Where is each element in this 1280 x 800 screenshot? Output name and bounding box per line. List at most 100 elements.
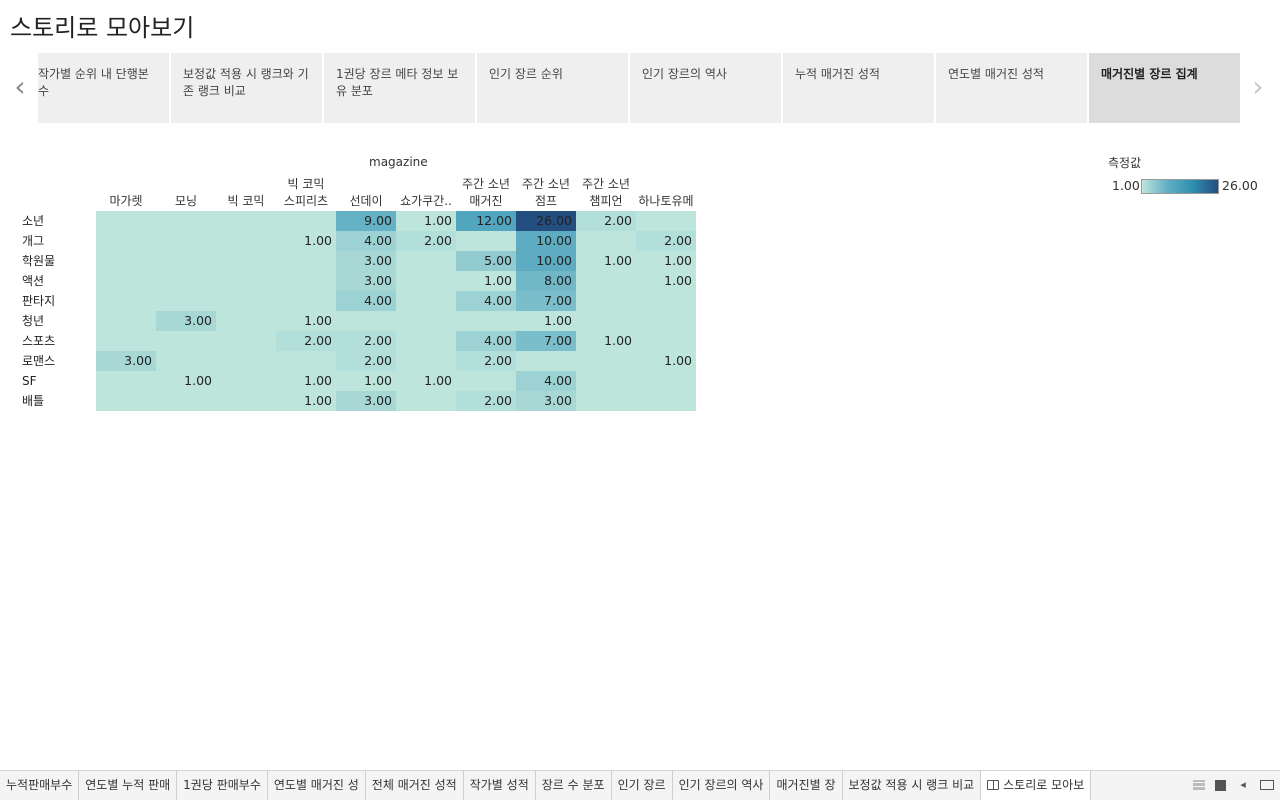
sheet-tab[interactable]: 장르 수 분포	[536, 771, 612, 800]
sheet-tab-label: 전체 매거진 성적	[371, 778, 457, 792]
heatmap-cell[interactable]: 1.00	[576, 331, 636, 351]
story-point-4[interactable]: 인기 장르 순위	[477, 53, 628, 123]
heatmap-cell[interactable]: 2.00	[456, 351, 516, 371]
sheet-tab[interactable]: 보정값 적용 시 랭크 비교	[843, 771, 982, 800]
row-header[interactable]: 소년	[22, 214, 45, 228]
row-header[interactable]: 청년	[22, 314, 45, 328]
row-header[interactable]: 개그	[22, 234, 45, 248]
heatmap-cell[interactable]: 1.00	[276, 311, 336, 331]
heatmap-cell[interactable]: 4.00	[336, 231, 396, 251]
sheet-tab-label: 1권당 판매부수	[183, 778, 261, 792]
story-point-5[interactable]: 인기 장르의 역사	[630, 53, 781, 123]
heatmap-cell[interactable]: 3.00	[156, 311, 216, 331]
story-point-8[interactable]: 매거진별 장르 집계	[1089, 53, 1240, 123]
row-header[interactable]: 판타지	[22, 294, 56, 308]
heatmap-cell[interactable]: 3.00	[336, 271, 396, 291]
column-header[interactable]: 하나토유메	[638, 194, 694, 208]
story-title: 스토리로 모아보기	[10, 14, 195, 42]
heatmap-cell[interactable]: 5.00	[456, 251, 516, 271]
sheet-tab[interactable]: 연도별 누적 판매	[79, 771, 178, 800]
heatmap-cell[interactable]: 3.00	[336, 391, 396, 411]
heatmap-cell[interactable]: 1.00	[336, 371, 396, 391]
sheet-tab[interactable]: 인기 장르	[612, 771, 673, 800]
sheet-tab[interactable]: 작가별 성적	[464, 771, 536, 800]
heatmap-cell[interactable]: 8.00	[516, 271, 576, 291]
heatmap-cell[interactable]: 2.00	[456, 391, 516, 411]
sheet-tab[interactable]: 전체 매거진 성적	[366, 771, 464, 800]
heatmap-cell[interactable]: 10.00	[516, 251, 576, 271]
sheet-tab[interactable]: 누적판매부수	[0, 771, 80, 800]
row-header[interactable]: 학원물	[22, 254, 56, 268]
story-point-1[interactable]: 작가별 순위 내 단행본 수	[38, 53, 169, 123]
column-header[interactable]: 모닝	[174, 194, 198, 208]
chevron-right-icon[interactable]: ›	[1252, 70, 1264, 103]
heatmap-cell[interactable]: 1.00	[636, 251, 696, 271]
sheet-tab[interactable]: 1권당 판매부수	[177, 771, 268, 800]
heatmap-cell[interactable]: 2.00	[396, 231, 456, 251]
sheet-tab[interactable]: 연도별 매거진 성	[268, 771, 366, 800]
row-header[interactable]: 스포츠	[22, 334, 56, 348]
column-header[interactable]: 마가렛	[109, 194, 143, 208]
heatmap-cell[interactable]: 7.00	[516, 291, 576, 311]
row-header[interactable]: SF	[22, 374, 37, 388]
column-header[interactable]: 빅 코믹	[227, 194, 265, 208]
presentation-icon[interactable]	[1260, 780, 1274, 790]
heatmap-cell[interactable]: 1.00	[276, 391, 336, 411]
scroll-left-icon[interactable]: ◂	[1240, 778, 1246, 791]
heatmap-cell[interactable]: 9.00	[336, 211, 396, 231]
sheet-tab[interactable]: 스토리로 모아보	[981, 771, 1092, 800]
color-legend[interactable]: 측정값 1.00 26.00	[1108, 154, 1268, 194]
heatmap-cell[interactable]: 10.00	[516, 231, 576, 251]
column-header[interactable]: 빅 코믹 스피리츠	[283, 177, 329, 208]
sheet-tab-label: 작가별 성적	[469, 778, 529, 792]
heatmap-cell[interactable]: 3.00	[336, 251, 396, 271]
grid-view-icon[interactable]	[1193, 780, 1205, 790]
heatmap-cell[interactable]: 1.00	[396, 371, 456, 391]
heatmap-cell[interactable]: 7.00	[516, 331, 576, 351]
sheet-tab-label: 장르 수 분포	[541, 778, 605, 792]
sheet-tab-label: 매거진별 장	[776, 778, 836, 792]
filmstrip-icon[interactable]	[1215, 779, 1226, 791]
column-header[interactable]: 쇼가쿠간..	[400, 194, 452, 208]
heatmap-cell[interactable]: 1.00	[636, 271, 696, 291]
heatmap-cell[interactable]: 4.00	[456, 331, 516, 351]
heatmap-cell[interactable]: 1.00	[276, 371, 336, 391]
heatmap-cell[interactable]: 1.00	[636, 351, 696, 371]
story-point-7[interactable]: 연도별 매거진 성적	[936, 53, 1087, 123]
row-header[interactable]: 로맨스	[22, 354, 56, 368]
heatmap-cell[interactable]: 26.00	[516, 211, 576, 231]
sheet-tab[interactable]: 매거진별 장	[770, 771, 843, 800]
heatmap-cell[interactable]: 3.00	[96, 351, 156, 371]
row-header[interactable]: 액션	[22, 274, 45, 288]
heatmap-cell[interactable]: 1.00	[516, 311, 576, 331]
column-header[interactable]: 주간 소년 점프	[522, 177, 570, 208]
heatmap-cell[interactable]: 3.00	[516, 391, 576, 411]
heatmap-cell[interactable]: 2.00	[336, 351, 396, 371]
heatmap-cell[interactable]: 1.00	[396, 211, 456, 231]
heatmap-cell[interactable]: 12.00	[456, 211, 516, 231]
heatmap-cell[interactable]: 2.00	[276, 331, 336, 351]
heatmap-cell[interactable]: 2.00	[636, 231, 696, 251]
heatmap-cell[interactable]: 1.00	[276, 231, 336, 251]
column-header[interactable]: 선데이	[349, 194, 383, 208]
sheet-tab[interactable]: 인기 장르의 역사	[673, 771, 771, 800]
heatmap-cell[interactable]: 2.00	[576, 211, 636, 231]
legend-title: 측정값	[1108, 156, 1142, 170]
story-point-3[interactable]: 1권당 장르 메타 정보 보유 분포	[324, 53, 475, 123]
column-header[interactable]: 주간 소년 매거진	[462, 177, 510, 208]
column-axis-title: magazine	[369, 155, 428, 169]
heatmap-cell[interactable]: 1.00	[156, 371, 216, 391]
heatmap-cell[interactable]: 4.00	[516, 371, 576, 391]
heatmap-cell[interactable]: 1.00	[456, 271, 516, 291]
story-point-2[interactable]: 보정값 적용 시 랭크와 기존 랭크 비교	[171, 53, 322, 123]
chevron-left-icon[interactable]: ‹	[14, 70, 26, 103]
heatmap-cell[interactable]: 4.00	[336, 291, 396, 311]
heatmap-cell[interactable]: 2.00	[336, 331, 396, 351]
story-point-6[interactable]: 누적 매거진 성적	[783, 53, 934, 123]
legend-gradient-bar	[1141, 179, 1219, 194]
story-book-icon	[987, 780, 1000, 790]
heatmap-cell[interactable]: 4.00	[456, 291, 516, 311]
heatmap-cell[interactable]: 1.00	[576, 251, 636, 271]
row-header[interactable]: 배틀	[22, 394, 45, 408]
column-header[interactable]: 주간 소년 챔피언	[582, 177, 630, 208]
